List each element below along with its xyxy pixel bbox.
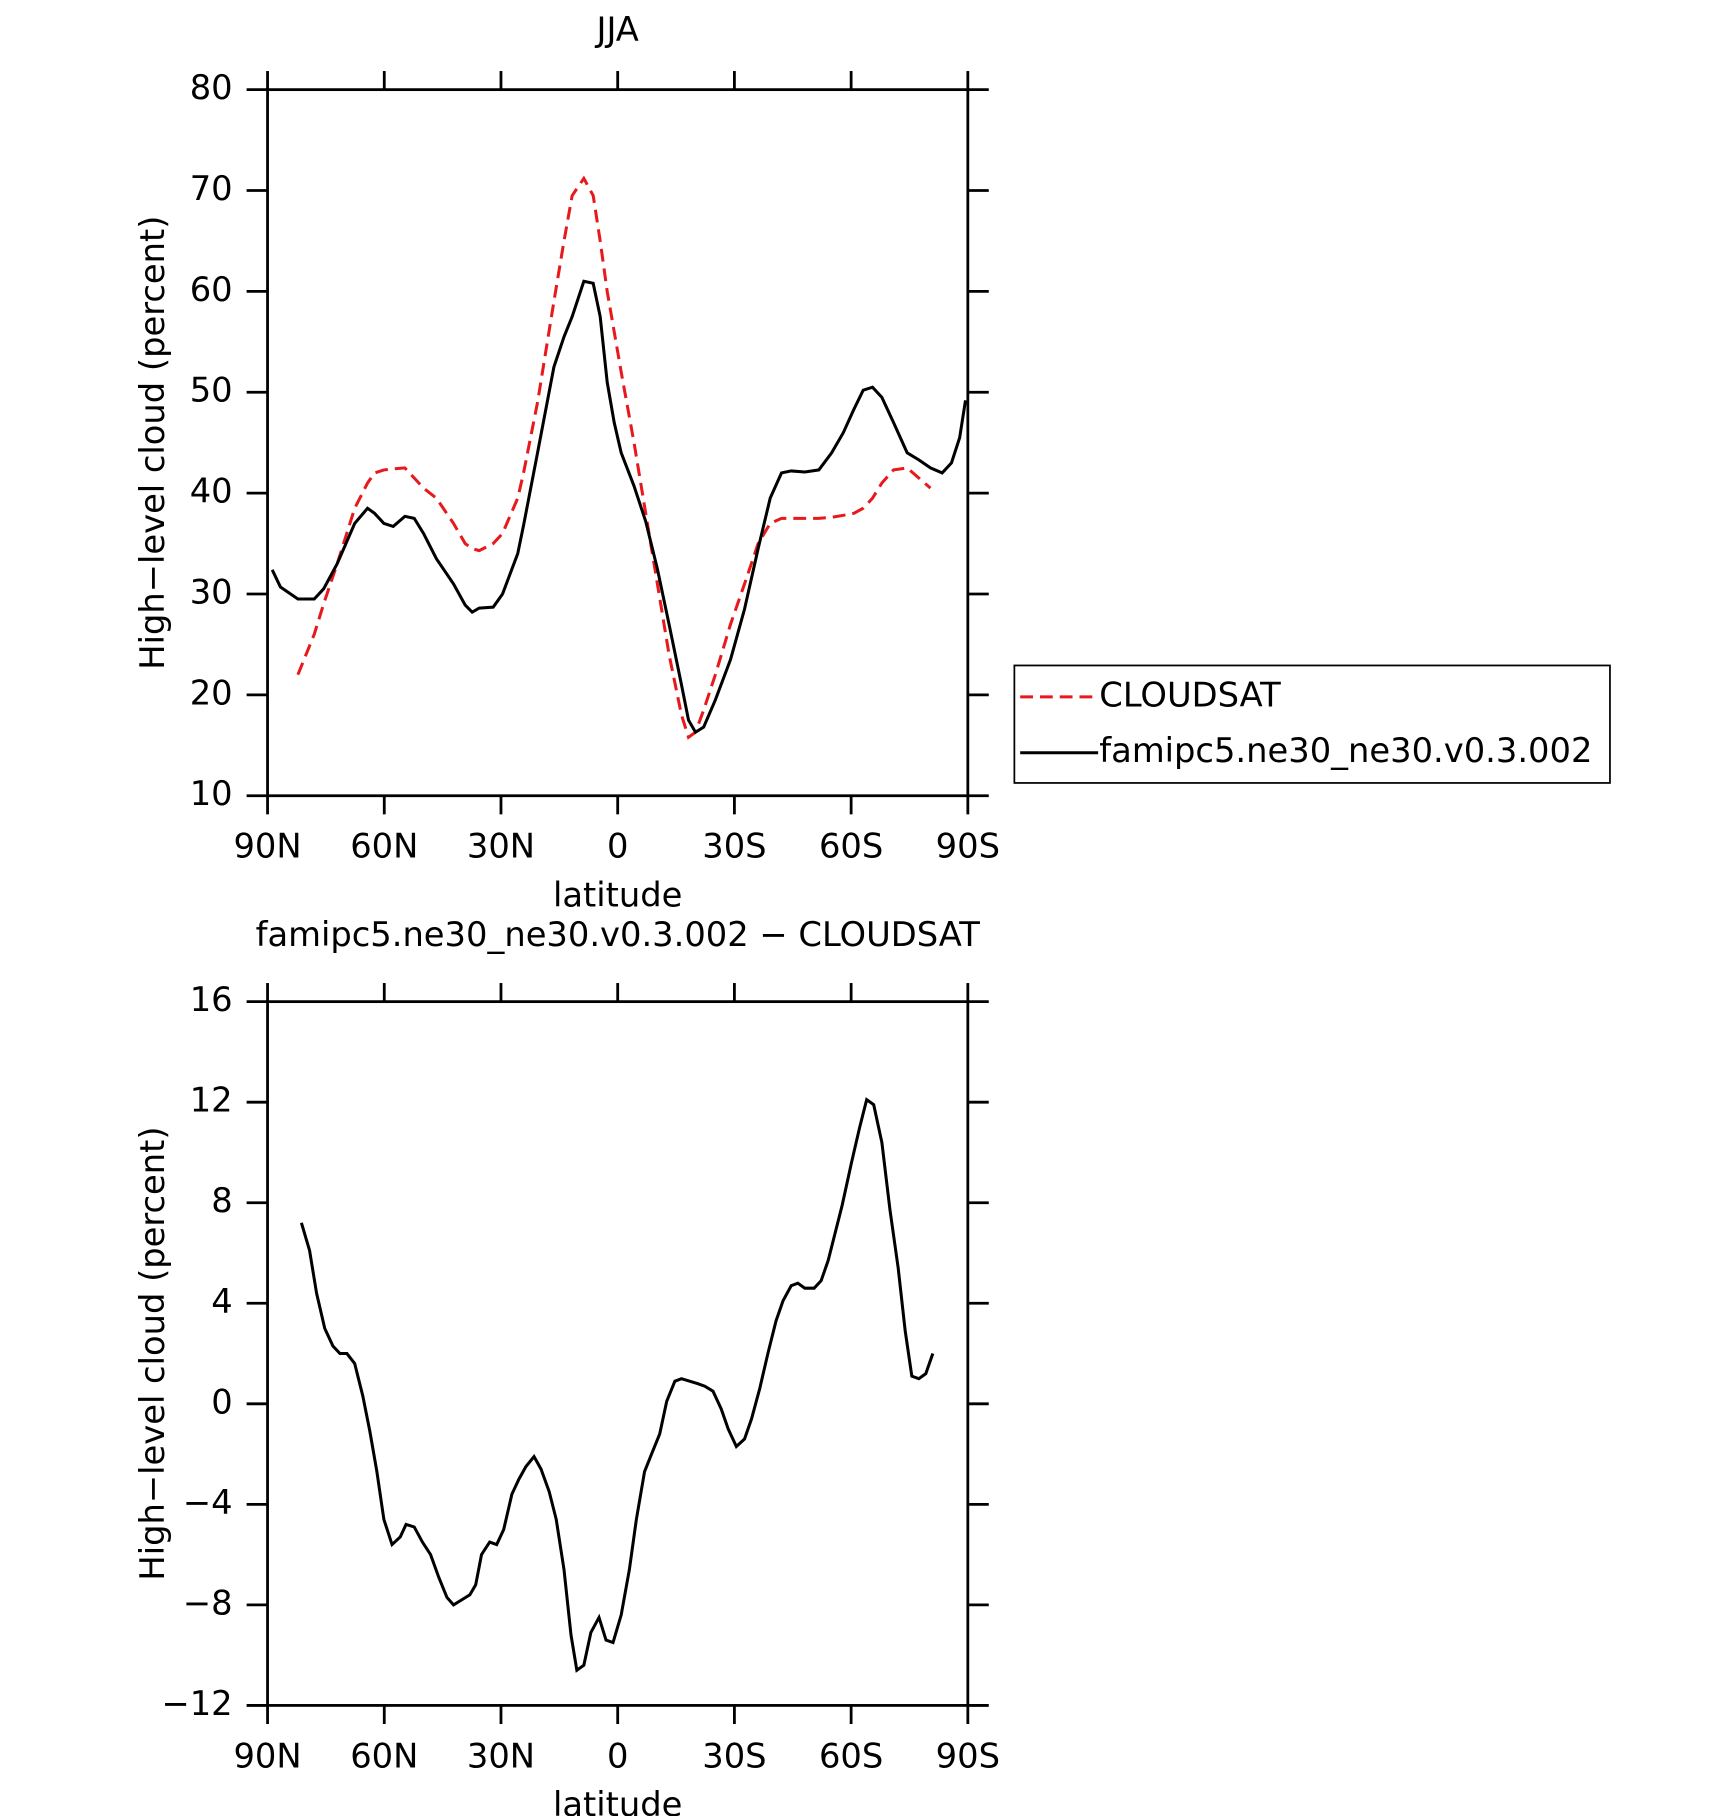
x-tick-label: 90S xyxy=(936,1736,1000,1775)
x-tick-label: 90N xyxy=(233,827,301,866)
x-tick-label: 30S xyxy=(702,1736,766,1775)
y-tick-label: 30 xyxy=(190,573,233,612)
y-tick-label: 80 xyxy=(190,68,233,107)
x-tick-label: 30S xyxy=(702,827,766,866)
y-tick-label: 60 xyxy=(190,270,233,309)
x-tick-label: 90N xyxy=(233,1736,301,1775)
x-tick-label: 30N xyxy=(467,1736,535,1775)
y-tick-label: 10 xyxy=(190,774,233,813)
x-tick-label: 90S xyxy=(936,827,1000,866)
x-tick-label: 60S xyxy=(819,1736,883,1775)
y-tick-label: 0 xyxy=(211,1382,232,1421)
chart-title: famipc5.ne30_ne30.v0.3.002 − CLOUDSAT xyxy=(256,915,981,954)
y-tick-label: −4 xyxy=(183,1483,233,1522)
y-axis-label: High−level cloud (percent) xyxy=(133,1126,172,1580)
y-tick-label: 4 xyxy=(211,1282,232,1321)
y-tick-label: −8 xyxy=(183,1583,233,1622)
y-tick-label: 50 xyxy=(190,371,233,410)
y-tick-label: 8 xyxy=(211,1181,232,1220)
x-tick-label: 30N xyxy=(467,827,535,866)
x-tick-label: 60S xyxy=(819,827,883,866)
x-tick-label: 0 xyxy=(607,827,628,866)
y-tick-label: 70 xyxy=(190,169,233,208)
legend-label: famipc5.ne30_ne30.v0.3.002 xyxy=(1099,731,1592,770)
legend-label: CLOUDSAT xyxy=(1099,675,1281,714)
plot-frame xyxy=(266,1000,970,1707)
y-tick-label: −12 xyxy=(161,1684,232,1723)
x-axis-label: latitude xyxy=(553,1785,682,1816)
x-tick-label: 60N xyxy=(350,1736,418,1775)
y-tick-label: 40 xyxy=(190,472,233,511)
data-line xyxy=(270,279,967,735)
data-line xyxy=(299,1097,935,1673)
chart-title: JJA xyxy=(595,10,639,49)
y-tick-label: 20 xyxy=(190,673,233,712)
legend-box xyxy=(1013,664,1611,784)
x-tick-label: 0 xyxy=(607,1736,628,1775)
y-tick-label: 16 xyxy=(190,980,233,1019)
y-axis-label: High−level cloud (percent) xyxy=(133,216,172,670)
y-tick-label: 12 xyxy=(190,1081,233,1120)
x-axis-label: latitude xyxy=(553,875,682,914)
x-tick-label: 60N xyxy=(350,827,418,866)
data-line xyxy=(296,175,932,740)
